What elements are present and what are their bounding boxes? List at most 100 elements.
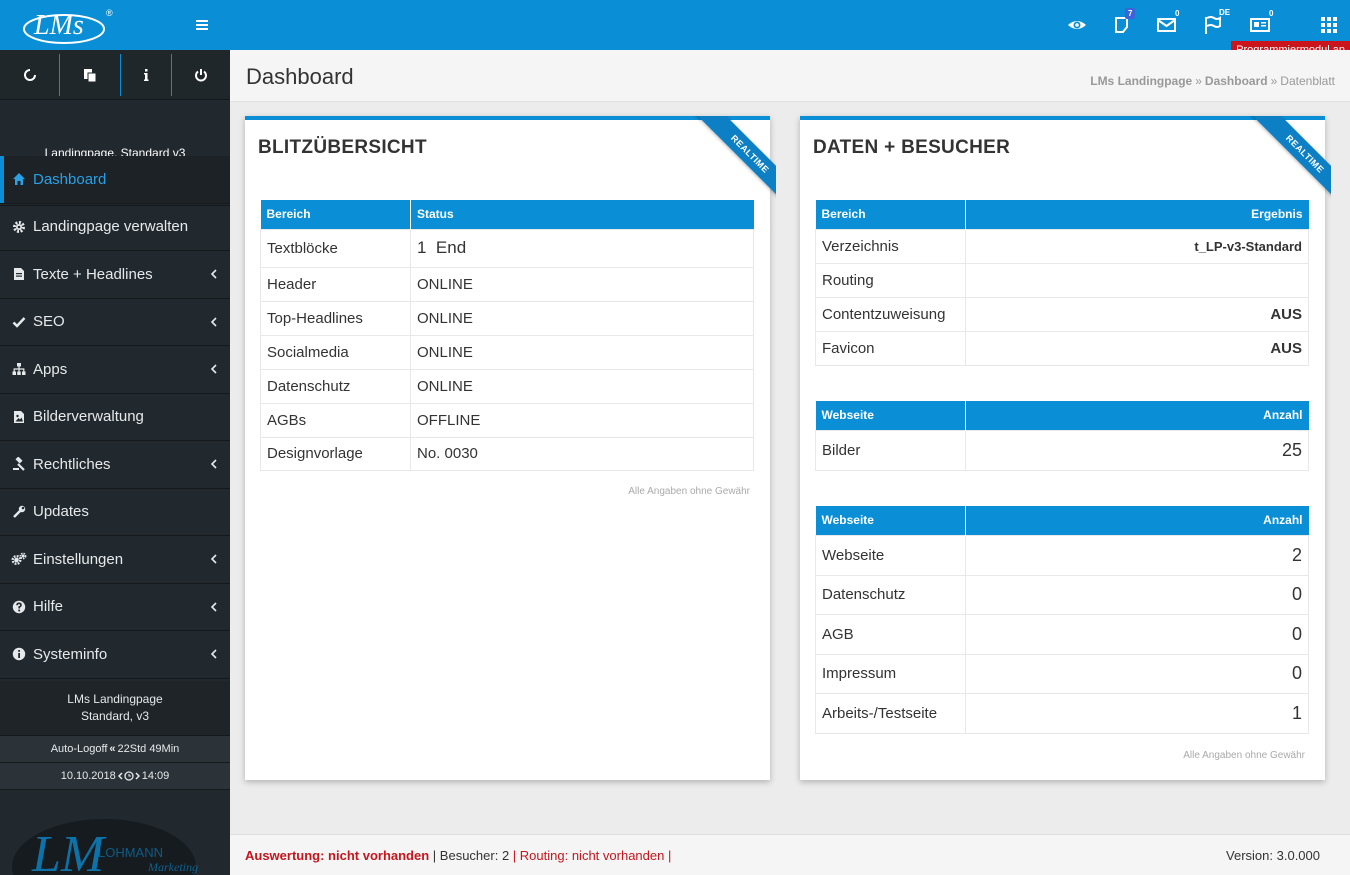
footer-auswertung[interactable]: Auswertung: nicht vorhanden bbox=[245, 848, 430, 863]
news-badge: 0 bbox=[1269, 9, 1274, 18]
column-header-webseite: Webseite bbox=[815, 401, 966, 430]
auto-logoff: Auto-Logoff « 22Std 49Min bbox=[0, 736, 230, 763]
power-button[interactable] bbox=[172, 50, 230, 100]
svg-text:Marketing: Marketing bbox=[147, 860, 198, 874]
sidebar-item-hilfe[interactable]: Hilfe bbox=[0, 584, 230, 631]
realtime-ribbon: REALTIME bbox=[680, 116, 776, 212]
row-label: Favicon bbox=[815, 330, 966, 366]
apps-grid-icon[interactable] bbox=[1318, 14, 1340, 36]
product-name: LMs Landingpage bbox=[67, 692, 163, 706]
newspaper-icon[interactable] bbox=[1249, 14, 1271, 36]
chevron-left-icon bbox=[210, 269, 217, 279]
current-time: 14:09 bbox=[141, 770, 170, 782]
sidebar-item-texte-headlines[interactable]: Texte + Headlines bbox=[0, 251, 230, 299]
column-header-bereich: Bereich bbox=[260, 200, 411, 229]
table-row: Routing bbox=[815, 262, 1309, 298]
row-status: ONLINE bbox=[410, 300, 754, 336]
sidebar-item-apps[interactable]: Apps bbox=[0, 346, 230, 394]
row-label: Socialmedia bbox=[260, 334, 411, 370]
flag-icon[interactable] bbox=[1202, 14, 1224, 36]
sidebar-item-systeminfo[interactable]: Systeminfo bbox=[0, 631, 230, 679]
svg-text:LOHMANN: LOHMANN bbox=[98, 845, 163, 860]
sidebar-item-label: Apps bbox=[33, 360, 68, 378]
table-row: AGB 0 bbox=[815, 613, 1309, 655]
row-status: 1 End bbox=[410, 228, 754, 268]
double-angle-right-icon: » bbox=[1195, 74, 1202, 88]
footer-status: Auswertung: nicht vorhanden | Besucher: … bbox=[245, 848, 672, 863]
row-status: ONLINE bbox=[410, 266, 754, 302]
table-row: Datenschutz 0 bbox=[815, 574, 1309, 615]
sidebar-item-label: Rechtliches bbox=[33, 455, 111, 473]
footer-routing[interactable]: Routing: nicht vorhanden bbox=[519, 848, 665, 863]
pages-table: Webseite Anzahl Webseite 2 Datenschutz 0 A… bbox=[815, 506, 1309, 734]
row-label: Routing bbox=[815, 262, 966, 298]
copy-icon bbox=[84, 69, 97, 83]
sidebar-item-dashboard[interactable]: Dashboard bbox=[0, 156, 230, 204]
sidebar-item-label: Landingpage verwalten bbox=[33, 218, 189, 236]
sidebar-item-rechtliches[interactable]: Rechtliches bbox=[0, 441, 230, 489]
row-label: Impressum bbox=[815, 653, 966, 694]
row-status: ONLINE bbox=[410, 368, 754, 404]
column-header-bereich: Bereich bbox=[815, 200, 966, 229]
row-label: Top-Headlines bbox=[260, 300, 411, 336]
breadcrumb-item-current: Datenblatt bbox=[1280, 74, 1335, 88]
chevron-left-icon bbox=[210, 601, 217, 612]
row-label: Bilder bbox=[815, 429, 966, 471]
sitemap-icon bbox=[11, 361, 27, 377]
sidebar-item-updates[interactable]: Updates bbox=[0, 489, 230, 536]
sidebar-item-label: Updates bbox=[33, 503, 89, 521]
eye-icon[interactable] bbox=[1066, 14, 1088, 36]
row-value: 25 bbox=[965, 429, 1309, 471]
menu-toggle-icon[interactable] bbox=[194, 15, 212, 35]
file-icon bbox=[11, 266, 27, 282]
check-icon bbox=[11, 314, 27, 330]
breadcrumb-item-dashboard[interactable]: Dashboard bbox=[1204, 74, 1268, 88]
images-table: Webseite Anzahl Bilder 25 bbox=[815, 401, 1309, 471]
double-angle-left-icon: « bbox=[109, 743, 116, 755]
double-angle-right-icon: » bbox=[1270, 74, 1278, 88]
breadcrumb-item-home[interactable]: LMs Landingpage bbox=[1090, 74, 1193, 88]
table-row: Impressum 0 bbox=[815, 653, 1309, 694]
mail-badge: 0 bbox=[1175, 9, 1180, 18]
row-value: 0 bbox=[965, 613, 1309, 655]
sidebar-item-landingpage-verwalten[interactable]: Landingpage verwalten bbox=[0, 204, 230, 251]
content-header: Dashboard LMs Landingpage» Dashboard» Date… bbox=[230, 50, 1350, 102]
question-icon bbox=[11, 599, 27, 615]
sidebar-item-bilderverwaltung[interactable]: Bilderverwaltung bbox=[0, 394, 230, 441]
row-label: Verzeichnis bbox=[815, 228, 966, 264]
sidebar-item-label: Bilderverwaltung bbox=[33, 408, 144, 426]
sidebar-item-seo[interactable]: SEO bbox=[0, 299, 230, 346]
copy-button[interactable] bbox=[60, 50, 120, 100]
table-row: AGBs OFFLINE bbox=[260, 402, 754, 438]
info-button[interactable] bbox=[121, 50, 171, 100]
top-bar: LMs ® 7 0 DE 0 Programmiermodul an bbox=[0, 0, 1350, 60]
power-icon bbox=[195, 69, 207, 82]
image-icon bbox=[11, 409, 27, 425]
panel-daten-besucher: DATEN + BESUCHER REALTIME Bereich Ergebn… bbox=[800, 116, 1331, 780]
table-row: Socialmedia ONLINE bbox=[260, 334, 754, 370]
table-row: Favicon AUS bbox=[815, 330, 1309, 366]
footer-version: Version: 3.0.000 bbox=[1226, 848, 1320, 863]
table-row: Bilder 25 bbox=[815, 429, 1309, 471]
lms-logo[interactable]: LMs ® bbox=[20, 4, 120, 46]
svg-text:®: ® bbox=[106, 8, 113, 18]
product-version: Standard, v3 bbox=[80, 709, 150, 723]
chevron-left-icon bbox=[210, 364, 217, 374]
refresh-icon bbox=[24, 69, 36, 81]
row-label: Textblöcke bbox=[260, 228, 411, 268]
chevron-left-icon bbox=[210, 554, 217, 564]
row-value: AUS bbox=[965, 330, 1309, 366]
realtime-ribbon: REALTIME bbox=[1235, 116, 1331, 212]
gear-icon bbox=[11, 219, 27, 235]
breadcrumb: LMs Landingpage» Dashboard» Datenblatt bbox=[1090, 74, 1335, 88]
info-small-icon bbox=[144, 69, 149, 81]
data-table: Bereich Ergebnis Verzeichnis t_LP-v3-Stan… bbox=[815, 200, 1309, 366]
mail-icon[interactable] bbox=[1156, 14, 1178, 36]
refresh-button[interactable] bbox=[0, 50, 60, 100]
row-label: Header bbox=[260, 266, 411, 302]
panel-title: BLITZÜBERSICHT bbox=[258, 137, 427, 158]
sidebar-item-einstellungen[interactable]: Einstellungen bbox=[0, 536, 230, 584]
sidebar-menu: Dashboard Landingpage verwalten Texte + … bbox=[0, 156, 230, 679]
row-label: Designvorlage bbox=[260, 436, 411, 471]
date-time: 10.10.2018 14:09 bbox=[0, 763, 230, 790]
